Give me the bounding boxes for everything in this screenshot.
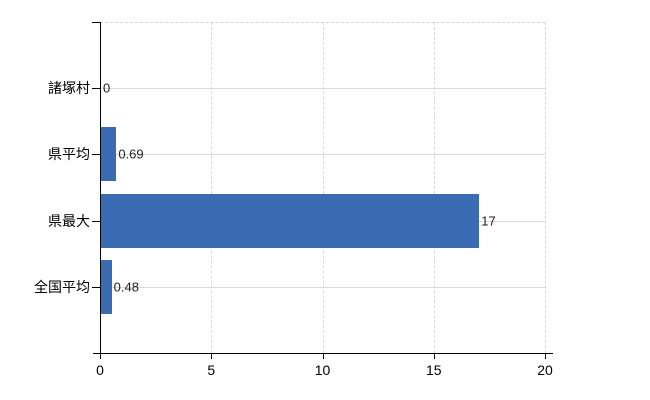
x-axis-line [93, 353, 553, 354]
gridline-horizontal [100, 286, 545, 288]
gridline-vertical [433, 22, 435, 353]
x-axis-tick [545, 353, 546, 359]
y-axis-tick [92, 88, 100, 90]
y-axis-tick [92, 286, 100, 288]
category-label: 全国平均 [34, 278, 90, 295]
bar [101, 127, 117, 182]
gridline-vertical [545, 22, 546, 353]
category-label: 諸塚村 [48, 80, 90, 97]
y-axis-tick [92, 154, 100, 156]
category-label: 県平均 [48, 146, 90, 163]
y-axis-line [100, 22, 101, 353]
gridline-vertical [322, 22, 324, 353]
x-axis-tick-label: 5 [207, 362, 216, 378]
x-axis-tick [322, 353, 324, 359]
bar-value-label: 17 [481, 213, 496, 229]
x-axis-tick-label: 15 [425, 362, 442, 378]
gridline-horizontal [100, 154, 545, 156]
y-axis-tick [92, 220, 100, 222]
x-axis-tick-label: 0 [96, 362, 104, 378]
bar-value-label: 0.48 [113, 279, 139, 295]
x-axis-tick [100, 353, 101, 359]
x-axis-tick [433, 353, 435, 359]
bar-value-label: 0 [103, 80, 111, 96]
x-axis-tick-label: 20 [537, 362, 553, 378]
x-axis-tick [211, 353, 213, 359]
gridline-vertical [211, 22, 213, 353]
y-axis-top-tick [92, 22, 100, 23]
bar [101, 193, 480, 248]
category-label: 県最大 [48, 212, 90, 229]
bar [101, 259, 112, 314]
x-axis-tick-label: 10 [314, 362, 331, 378]
bar-value-label: 0.69 [118, 146, 144, 162]
gridline-horizontal [100, 88, 545, 90]
